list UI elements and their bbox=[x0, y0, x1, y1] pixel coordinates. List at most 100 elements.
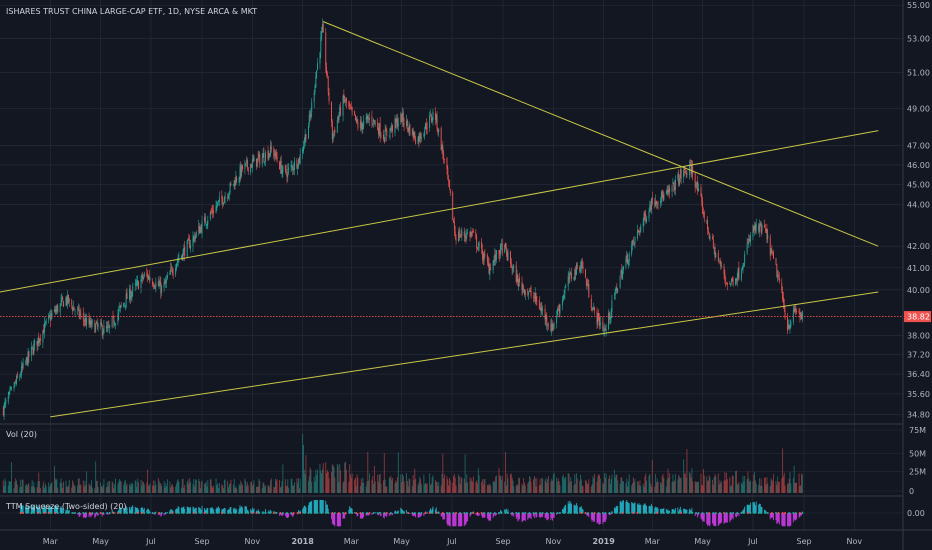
candle-body bbox=[322, 24, 324, 33]
volume-bar bbox=[180, 487, 182, 493]
candle-body bbox=[102, 332, 104, 336]
volume-bar bbox=[19, 487, 21, 493]
candle-body bbox=[143, 277, 144, 280]
volume-bar bbox=[575, 473, 577, 493]
squeeze-dot bbox=[262, 512, 265, 514]
squeeze-bar bbox=[801, 513, 803, 516]
candle-body bbox=[604, 328, 605, 331]
squeeze-bar bbox=[622, 500, 624, 514]
candle-body bbox=[414, 131, 416, 140]
squeeze-dot bbox=[472, 512, 475, 514]
candle-body bbox=[561, 299, 563, 306]
candle-body bbox=[420, 133, 422, 139]
squeeze-bar bbox=[334, 513, 336, 527]
squeeze-bar bbox=[603, 513, 605, 522]
candle-body bbox=[500, 244, 502, 245]
squeeze-bar bbox=[388, 513, 390, 516]
squeeze-dot bbox=[615, 512, 618, 514]
candle-body bbox=[403, 123, 405, 125]
volume-bar bbox=[495, 476, 497, 493]
squeeze-bar bbox=[552, 513, 554, 518]
volume-bar bbox=[372, 476, 374, 493]
squeeze-pane-label[interactable]: TTM Squeeze (Two-sided) (20) bbox=[5, 502, 127, 511]
squeeze-dot bbox=[272, 512, 275, 514]
squeeze-dot bbox=[234, 512, 237, 514]
squeeze-bar bbox=[608, 513, 610, 515]
squeeze-bar bbox=[547, 513, 549, 520]
squeeze-bar bbox=[384, 513, 386, 516]
candle-body bbox=[304, 134, 306, 142]
squeeze-bar bbox=[556, 513, 558, 515]
squeeze-bar bbox=[500, 509, 502, 514]
squeeze-dot bbox=[344, 512, 347, 514]
squeeze-dot bbox=[210, 512, 213, 514]
squeeze-dot bbox=[556, 512, 559, 514]
candle-body bbox=[632, 240, 634, 243]
volume-bar bbox=[274, 478, 276, 493]
volume-bar bbox=[726, 472, 727, 493]
volume-bar bbox=[343, 481, 345, 493]
candle-body bbox=[499, 254, 501, 256]
volume-bar bbox=[598, 473, 600, 493]
squeeze-bar bbox=[183, 506, 185, 514]
volume-bar bbox=[637, 481, 638, 493]
volume-bar bbox=[314, 481, 316, 493]
candle-body bbox=[91, 320, 93, 322]
volume-bar bbox=[229, 483, 231, 493]
squeeze-dot bbox=[123, 512, 126, 514]
volume-bar bbox=[186, 481, 188, 493]
candle-body bbox=[88, 318, 90, 325]
volume-bar bbox=[724, 471, 726, 493]
volume-bar bbox=[742, 475, 744, 493]
squeeze-bar bbox=[617, 505, 619, 514]
candle-body bbox=[488, 263, 490, 274]
volume-bar bbox=[201, 480, 203, 493]
candle-body bbox=[799, 311, 801, 318]
candle-body bbox=[67, 294, 69, 304]
volume-bar bbox=[105, 487, 107, 493]
volume-bar bbox=[236, 488, 238, 493]
chart-title[interactable]: ISHARES TRUST CHINA LARGE-CAP ETF, 1D, N… bbox=[6, 7, 257, 16]
last-price-tag[interactable]: 38.82 bbox=[904, 311, 931, 323]
candle-body bbox=[55, 309, 57, 312]
candle-body bbox=[443, 153, 445, 161]
squeeze-dot bbox=[238, 512, 241, 514]
squeeze-dot bbox=[736, 512, 739, 514]
volume-bar bbox=[132, 483, 134, 493]
volume-bar bbox=[488, 484, 490, 493]
volume-bar bbox=[384, 479, 386, 493]
squeeze-dot bbox=[798, 512, 801, 514]
squeeze-dot bbox=[67, 512, 70, 514]
volume-bar bbox=[661, 476, 663, 493]
volume-pane-label[interactable]: Vol (20) bbox=[6, 430, 37, 439]
squeeze-dot bbox=[435, 512, 438, 514]
volume-bar bbox=[453, 473, 455, 493]
candle-body bbox=[16, 376, 17, 384]
squeeze-bar bbox=[397, 510, 399, 514]
volume-bar bbox=[461, 477, 463, 493]
candle-body bbox=[401, 112, 403, 122]
volume-bar bbox=[444, 474, 445, 493]
volume-bar bbox=[505, 452, 506, 493]
squeeze-bar bbox=[489, 513, 491, 521]
squeeze-bar bbox=[614, 508, 616, 514]
candle-body bbox=[684, 168, 685, 171]
candle-body bbox=[350, 107, 351, 108]
squeeze-bar bbox=[241, 506, 243, 514]
squeeze-bar bbox=[715, 513, 717, 527]
squeeze-bar bbox=[363, 513, 365, 517]
candle-body bbox=[737, 269, 739, 278]
squeeze-bar bbox=[251, 510, 252, 514]
volume-bar bbox=[639, 480, 641, 493]
volume-bar bbox=[103, 478, 105, 493]
candle-body bbox=[262, 153, 264, 158]
volume-bar bbox=[429, 473, 431, 493]
squeeze-bar bbox=[449, 513, 451, 527]
candle-body bbox=[535, 292, 537, 302]
volume-bar bbox=[773, 474, 774, 493]
candle-body bbox=[634, 237, 636, 244]
candle-body bbox=[204, 216, 206, 224]
squeeze-dot bbox=[775, 512, 778, 514]
squeeze-dot bbox=[420, 512, 423, 514]
squeeze-dot bbox=[757, 512, 760, 514]
